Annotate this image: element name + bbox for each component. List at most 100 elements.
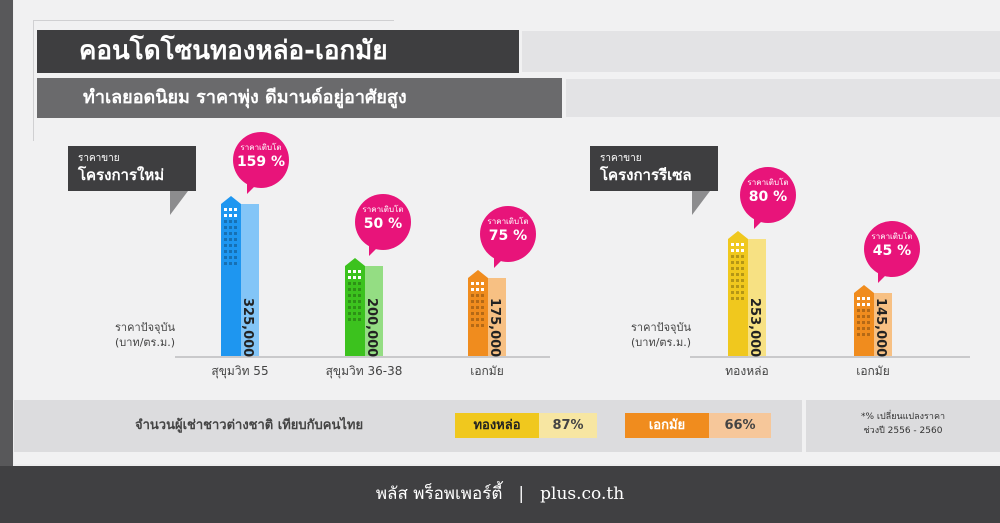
growth-bubble: ราคาเติบโต 45 % <box>864 221 920 283</box>
tenant-percent-thonglor: 87% <box>539 413 597 438</box>
window-dot <box>224 262 227 265</box>
growth-bubble: ราคาเติบโต 80 % <box>740 167 796 229</box>
window-dot <box>731 285 734 288</box>
chart-new-ylabel: ราคาปัจจุบัน (บาท/ตร.ม.) <box>80 320 175 350</box>
chart-new-ylabel-line2: (บาท/ตร.ม.) <box>115 336 175 349</box>
window-dot <box>857 321 860 324</box>
window-dot <box>741 279 744 282</box>
window-dot <box>857 315 860 318</box>
window-dot <box>353 276 356 279</box>
window-dot <box>731 291 734 294</box>
window-dot <box>353 294 356 297</box>
bar-value-label: 253,000 <box>747 298 762 358</box>
window-dot <box>862 327 865 330</box>
window-dot <box>741 285 744 288</box>
bar-0-1: 200,000 <box>345 258 383 358</box>
window-dot <box>353 306 356 309</box>
note-line1: *% เปลี่ยนแปลงราคา <box>860 412 946 422</box>
growth-bubble-tail <box>247 184 257 194</box>
window-dot <box>476 312 479 315</box>
window-dot <box>229 226 232 229</box>
growth-bubble-label: ราคาเติบโต <box>240 143 282 152</box>
window-dot <box>862 315 865 318</box>
window-dot <box>358 300 361 303</box>
growth-bubble-tail <box>494 258 504 268</box>
window-dot <box>867 321 870 324</box>
chart-new-baseline <box>175 356 550 358</box>
growth-bubble: ราคาเติบโต 50 % <box>355 194 411 256</box>
window-dot <box>234 226 237 229</box>
subtitle-band <box>566 79 1000 117</box>
window-dot <box>476 300 479 303</box>
window-dot <box>862 303 865 306</box>
window-dot <box>741 291 744 294</box>
growth-bubble-value: 80 % <box>748 189 788 205</box>
title-band <box>522 31 1000 72</box>
window-dot <box>234 220 237 223</box>
window-dot <box>731 255 734 258</box>
window-dot <box>481 306 484 309</box>
footer: พลัส พร็อพเพอร์ตี้ | plus.co.th <box>0 466 1000 523</box>
x-tick-label: สุขุมวิท 55 <box>211 364 269 378</box>
growth-bubble-value: 50 % <box>363 216 403 232</box>
tenant-area-thonglor: ทองหล่อ <box>455 413 539 438</box>
title-outline <box>33 20 394 141</box>
window-dot <box>857 303 860 306</box>
window-dot <box>736 279 739 282</box>
window-dot <box>867 327 870 330</box>
window-dot <box>224 244 227 247</box>
window-dot <box>358 270 361 273</box>
window-dot <box>229 238 232 241</box>
bar-1-0: 253,000 <box>728 231 766 358</box>
footer-brand: พลัส พร็อพเพอร์ตี้ <box>375 484 503 504</box>
window-dot <box>358 306 361 309</box>
window-dot <box>857 297 860 300</box>
chart-resale-ylabel-line2: (บาท/ตร.ม.) <box>631 336 691 349</box>
window-dot <box>476 324 479 327</box>
window-dot <box>736 243 739 246</box>
growth-bubble-value: 75 % <box>488 228 528 244</box>
chart-resale-label-line2: โครงการรีเซล <box>600 166 692 184</box>
chart-resale-baseline <box>690 356 970 358</box>
window-dot <box>471 318 474 321</box>
chart-resale-ylabel: ราคาปัจจุบัน (บาท/ตร.ม.) <box>596 320 691 350</box>
window-dot <box>741 261 744 264</box>
bar-1-1: 145,000 <box>854 285 892 358</box>
window-dot <box>867 333 870 336</box>
window-dot <box>476 306 479 309</box>
growth-bubble-value: 45 % <box>872 243 912 259</box>
window-dot <box>224 208 227 211</box>
window-dot <box>736 261 739 264</box>
window-dot <box>224 214 227 217</box>
window-dot <box>229 244 232 247</box>
footer-site[interactable]: plus.co.th <box>540 484 625 504</box>
window-dot <box>476 282 479 285</box>
bar-side <box>488 278 506 356</box>
left-accent-bar <box>0 0 13 466</box>
window-dot <box>229 232 232 235</box>
window-dot <box>234 256 237 259</box>
window-dot <box>353 312 356 315</box>
window-dot <box>348 276 351 279</box>
window-dot <box>481 312 484 315</box>
bar-value-label: 145,000 <box>873 298 888 358</box>
window-dot <box>476 288 479 291</box>
window-dot <box>348 294 351 297</box>
window-dot <box>348 300 351 303</box>
bar-value-label: 200,000 <box>364 298 379 358</box>
window-dot <box>736 267 739 270</box>
window-dot <box>736 291 739 294</box>
window-dot <box>224 250 227 253</box>
note-line2: ช่วงปี 2556 - 2560 <box>863 426 943 436</box>
page-subtitle: ทำเลยอดนิยม ราคาพุ่ง ดีมานด์อยู่อาศัยสูง <box>37 78 562 118</box>
window-dot <box>348 270 351 273</box>
growth-bubble-tail <box>369 246 379 256</box>
window-dot <box>358 312 361 315</box>
window-dot <box>229 262 232 265</box>
window-dot <box>234 208 237 211</box>
window-dot <box>234 244 237 247</box>
chart-resale-label-fold <box>692 191 710 215</box>
window-dot <box>741 267 744 270</box>
window-dot <box>731 297 734 300</box>
window-dot <box>481 294 484 297</box>
